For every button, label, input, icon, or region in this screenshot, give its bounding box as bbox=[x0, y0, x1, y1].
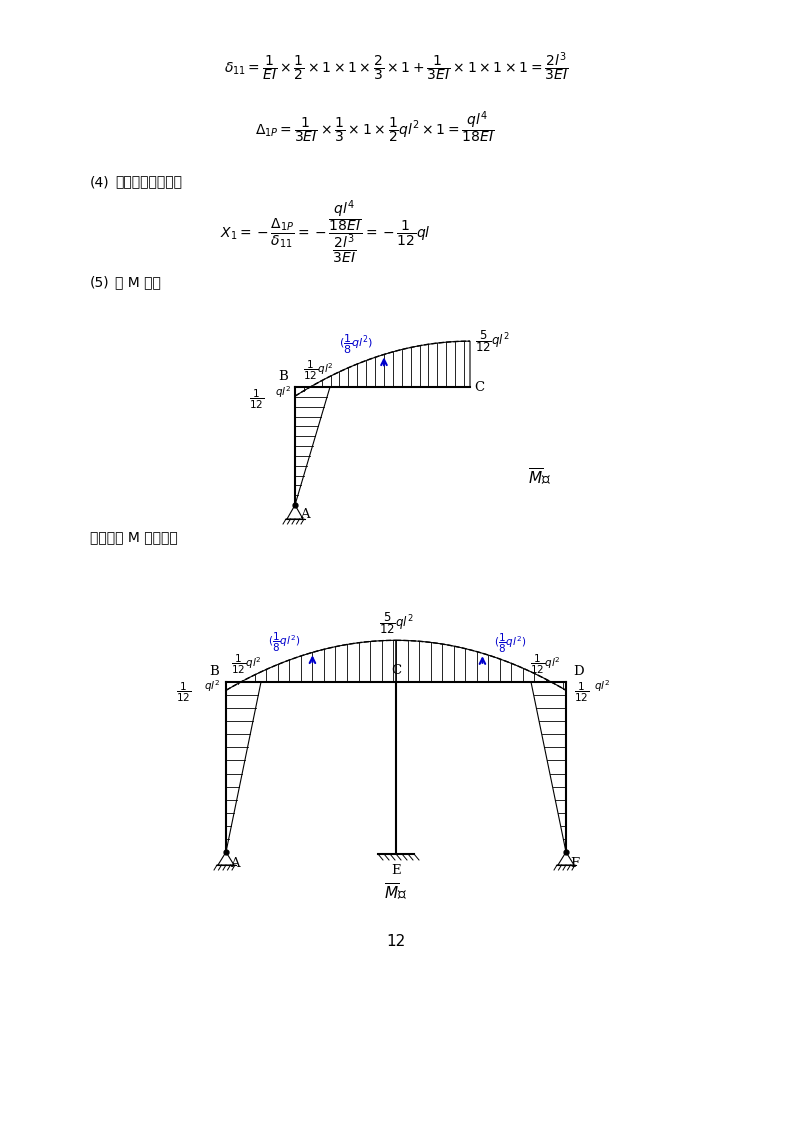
Text: $\dfrac{1}{12}$: $\dfrac{1}{12}$ bbox=[176, 680, 192, 703]
Polygon shape bbox=[531, 682, 566, 852]
Text: A: A bbox=[230, 857, 239, 870]
Text: (4): (4) bbox=[90, 175, 109, 188]
Text: $\dfrac{1}{12}$: $\dfrac{1}{12}$ bbox=[574, 680, 589, 703]
Polygon shape bbox=[295, 387, 310, 396]
Text: 求解多余未知力：: 求解多余未知力： bbox=[115, 175, 182, 188]
Text: $ql^2$: $ql^2$ bbox=[275, 384, 291, 399]
Text: $\overline{M}$图: $\overline{M}$图 bbox=[528, 467, 551, 487]
Text: 12: 12 bbox=[386, 935, 406, 949]
Text: $\dfrac{5}{12}ql^2$: $\dfrac{5}{12}ql^2$ bbox=[379, 610, 413, 636]
Polygon shape bbox=[241, 641, 396, 682]
Text: A: A bbox=[300, 508, 309, 521]
Text: C: C bbox=[391, 664, 401, 677]
Text: B: B bbox=[278, 370, 288, 383]
Polygon shape bbox=[551, 682, 566, 690]
Text: $(\dfrac{1}{8}ql^2)$: $(\dfrac{1}{8}ql^2)$ bbox=[339, 333, 374, 357]
Polygon shape bbox=[226, 682, 241, 690]
Text: D: D bbox=[573, 665, 584, 678]
Polygon shape bbox=[226, 682, 261, 852]
Text: $ql^2$: $ql^2$ bbox=[204, 678, 220, 693]
Text: (5): (5) bbox=[90, 275, 109, 289]
Polygon shape bbox=[295, 387, 330, 505]
Text: B: B bbox=[209, 665, 219, 678]
Text: $(\dfrac{1}{8}ql^2)$: $(\dfrac{1}{8}ql^2)$ bbox=[494, 632, 527, 654]
Text: $\delta_{11} = \dfrac{1}{EI} \times \dfrac{1}{2} \times 1 \times 1 \times \dfrac: $\delta_{11} = \dfrac{1}{EI} \times \dfr… bbox=[224, 50, 569, 83]
Text: $\dfrac{1}{12}ql^2$: $\dfrac{1}{12}ql^2$ bbox=[303, 359, 334, 381]
Text: $\Delta_{1P} = \dfrac{1}{3EI} \times \dfrac{1}{3} \times 1 \times \dfrac{1}{2}ql: $\Delta_{1P} = \dfrac{1}{3EI} \times \df… bbox=[255, 109, 495, 145]
Text: E: E bbox=[391, 864, 400, 877]
Text: $\dfrac{5}{12}ql^2$: $\dfrac{5}{12}ql^2$ bbox=[475, 329, 510, 355]
Polygon shape bbox=[396, 641, 551, 682]
Polygon shape bbox=[310, 341, 470, 387]
Text: $\dfrac{1}{12}ql^2$: $\dfrac{1}{12}ql^2$ bbox=[231, 653, 262, 675]
Text: $\dfrac{1}{12}$: $\dfrac{1}{12}$ bbox=[250, 387, 265, 411]
Text: 作 M 图：: 作 M 图： bbox=[115, 275, 161, 289]
Text: $(\dfrac{1}{8}ql^2)$: $(\dfrac{1}{8}ql^2)$ bbox=[268, 631, 301, 654]
Text: $X_1 = -\dfrac{\Delta_{1P}}{\delta_{11}} = -\dfrac{\dfrac{ql^4}{18EI}}{\dfrac{2l: $X_1 = -\dfrac{\Delta_{1P}}{\delta_{11}}… bbox=[220, 199, 431, 266]
Text: $ql^2$: $ql^2$ bbox=[594, 678, 610, 693]
Text: 作原结构 M 图如下：: 作原结构 M 图如下： bbox=[90, 530, 178, 544]
Text: F: F bbox=[570, 857, 579, 870]
Text: $\dfrac{1}{12}ql^2$: $\dfrac{1}{12}ql^2$ bbox=[531, 653, 561, 675]
Text: C: C bbox=[474, 380, 484, 394]
Text: $\overline{M}$图: $\overline{M}$图 bbox=[385, 882, 408, 902]
